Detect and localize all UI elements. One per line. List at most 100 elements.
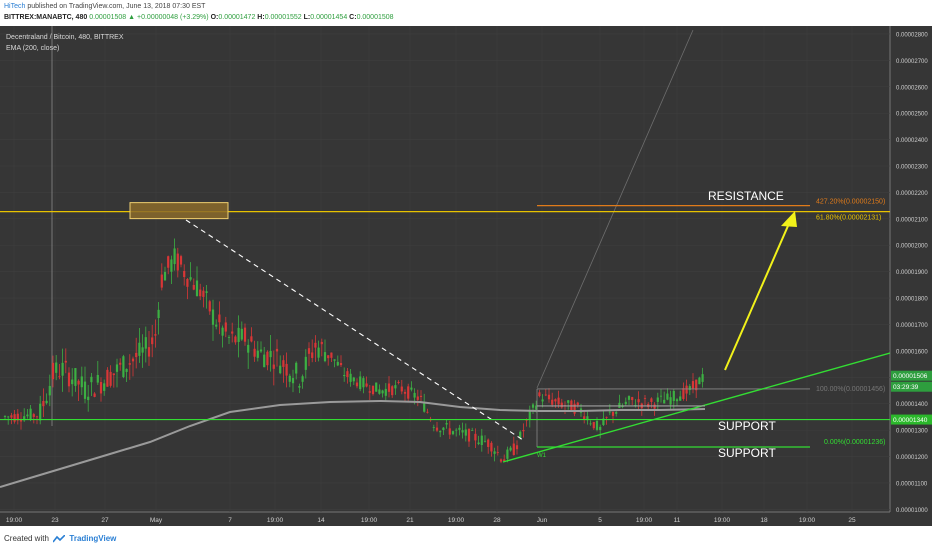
- candle-down: [643, 398, 647, 400]
- candle-down: [64, 360, 67, 363]
- candle-up: [45, 400, 48, 404]
- candle-down: [35, 416, 39, 418]
- candle-up: [493, 451, 496, 454]
- candle-up: [323, 352, 327, 362]
- y-tick-label: 0.00002100: [896, 217, 928, 223]
- candle-down: [275, 348, 279, 352]
- candle-down: [631, 397, 634, 401]
- candle-down: [695, 379, 698, 391]
- candle-up: [163, 271, 167, 281]
- candle-up: [394, 385, 397, 389]
- candle-up: [138, 342, 141, 356]
- y-tick-label: 0.00002800: [896, 32, 928, 38]
- ascending-trendline: [502, 352, 891, 463]
- candle-up: [304, 356, 307, 370]
- candle-down: [224, 322, 227, 332]
- candle-up: [666, 393, 669, 400]
- wave-label: W1: [537, 453, 547, 459]
- candle-down: [397, 381, 400, 383]
- candle-down: [192, 284, 195, 290]
- candle-up: [221, 327, 224, 336]
- candle-up: [144, 337, 147, 349]
- candle-up: [61, 362, 64, 376]
- candle-up: [413, 392, 416, 398]
- y-tick-label: 0.00001900: [896, 270, 928, 276]
- candle-up: [74, 368, 77, 386]
- candle-down: [682, 388, 685, 399]
- x-tick-label: 19:00: [6, 517, 23, 524]
- candle-down: [119, 362, 122, 365]
- candle-up: [80, 376, 83, 388]
- candle-up: [586, 416, 589, 421]
- candle-up: [439, 431, 442, 433]
- candle-down: [266, 351, 269, 366]
- candle-up: [23, 416, 26, 421]
- y-tick-label: 0.00001400: [896, 402, 928, 408]
- candle-up: [410, 387, 413, 390]
- x-tick-label: May: [150, 517, 163, 524]
- candle-down: [554, 399, 557, 402]
- candle-down: [368, 391, 371, 393]
- x-tick-label: 19:00: [448, 517, 465, 524]
- candle-up: [288, 375, 291, 382]
- resistance-highlight-box: [129, 202, 229, 220]
- close-value: 0.00001508: [356, 14, 394, 21]
- candle-up: [669, 397, 672, 405]
- candle-up: [464, 429, 467, 436]
- current-price-tag-bg: [891, 370, 932, 381]
- candle-up: [83, 381, 87, 399]
- candle-down: [416, 396, 419, 400]
- candle-down: [637, 399, 640, 403]
- tradingview-brand[interactable]: TradingView: [69, 534, 117, 543]
- candle-down: [32, 414, 35, 417]
- candle-down: [93, 393, 96, 397]
- candle-down: [573, 403, 576, 414]
- candle-down: [474, 433, 477, 441]
- candle-up: [39, 403, 42, 421]
- candle-up: [215, 324, 218, 327]
- candle-down: [282, 360, 285, 367]
- projection-line: [536, 29, 694, 389]
- candle-down: [109, 371, 112, 386]
- candle-down: [167, 256, 170, 268]
- price-chart[interactable]: 0.00002800 0.00002700 0.00002600 0.00002500…: [0, 26, 932, 526]
- x-tick-label: 27: [101, 517, 109, 524]
- candle-down: [243, 327, 247, 342]
- candle-up: [237, 327, 240, 342]
- fib-100-label: 100.00%(0.00001456): [816, 386, 885, 393]
- candle-up: [659, 395, 663, 397]
- countdown-tag-bg: [891, 381, 932, 392]
- y-tick-label: 0.00002700: [896, 59, 928, 65]
- candle-up: [279, 365, 282, 374]
- last-price: 0.00001508: [89, 14, 127, 21]
- candle-down: [272, 364, 275, 369]
- candle-down: [583, 416, 586, 420]
- author-link[interactable]: HiTech: [4, 3, 26, 10]
- candle-up: [455, 429, 458, 431]
- candle-down: [490, 442, 493, 452]
- candle-up: [205, 291, 208, 293]
- candle-down: [538, 392, 541, 397]
- candle-up: [624, 401, 627, 405]
- candle-up: [471, 430, 474, 431]
- candle-down: [131, 358, 135, 362]
- candle-down: [419, 395, 423, 397]
- x-tick-label: Jun: [537, 517, 548, 524]
- candle-up: [432, 427, 435, 428]
- candle-down: [551, 399, 554, 405]
- candle-down: [128, 363, 131, 365]
- candle-up: [195, 280, 199, 297]
- candle-down: [183, 270, 186, 278]
- candle-down: [611, 412, 615, 416]
- resistance-label: RESISTANCE: [708, 189, 784, 203]
- candle-down: [650, 398, 653, 402]
- candle-up: [672, 390, 675, 401]
- candle-down: [685, 385, 688, 394]
- candle-up: [362, 378, 365, 388]
- candle-up: [461, 430, 464, 433]
- gridlines: [0, 26, 890, 512]
- support-label-1: SUPPORT: [718, 419, 776, 433]
- candle-down: [522, 429, 525, 432]
- candle-up: [240, 328, 243, 340]
- bullish-arrow-head: [781, 211, 797, 227]
